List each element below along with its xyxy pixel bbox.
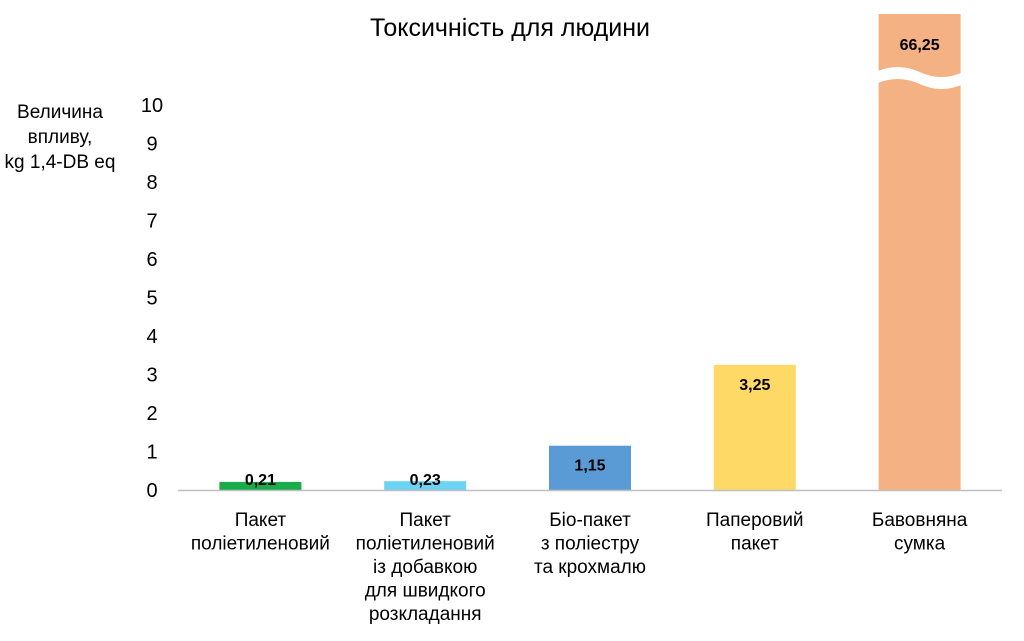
y-tick-label: 3 xyxy=(146,365,157,387)
data-label: 66,25 xyxy=(900,37,940,54)
y-axis-label-line: Величина xyxy=(17,102,103,123)
x-tick-label-line: сумка xyxy=(894,534,946,555)
x-tick-label-line: із добавкою xyxy=(373,557,477,578)
x-tick-label-line: поліетиленовий xyxy=(191,534,330,555)
chart-title: Токсичність для людини xyxy=(370,14,650,42)
x-tick-label-line: Біо-пакет xyxy=(549,510,631,531)
y-axis-label-line: kg 1,4-DB eq xyxy=(4,152,116,173)
x-tick-label: Пакет поліетиленовий із добавкою для швидко… xyxy=(356,510,495,625)
x-tick-label-line: з поліестру xyxy=(541,534,640,555)
bar xyxy=(713,364,796,490)
x-tick-label-line: для швидкого xyxy=(365,581,486,602)
x-tick-label-line: Бавовняна xyxy=(872,510,968,531)
bar xyxy=(219,481,302,490)
axis-break-mark xyxy=(875,67,964,89)
data-label: 3,25 xyxy=(739,377,770,394)
data-label: 0,21 xyxy=(245,472,276,489)
y-axis-label-line: впливу, xyxy=(27,127,93,148)
bar xyxy=(384,481,467,490)
data-label: 0,23 xyxy=(410,472,441,489)
y-axis-label: Величина впливу, kg 1,4-DB eq xyxy=(0,100,120,175)
y-tick-label: 8 xyxy=(146,172,157,194)
x-tick-label-line: пакет xyxy=(731,534,779,555)
bar xyxy=(549,445,631,490)
y-tick-label: 4 xyxy=(146,326,157,348)
x-tick-label-line: розкладання xyxy=(369,604,482,625)
y-tick-label: 7 xyxy=(146,211,157,233)
x-tick-label-line: та крохмалю xyxy=(534,557,646,578)
x-tick-label-line: Паперовий xyxy=(706,510,804,531)
x-tick-label: Біо-пакет з поліестру та крохмалю xyxy=(534,510,646,578)
y-tick-label: 1 xyxy=(146,442,157,464)
x-tick-label: Паперовий пакет xyxy=(706,510,804,555)
data-label: 1,15 xyxy=(574,458,605,475)
y-tick-label: 2 xyxy=(146,403,157,425)
x-tick-label-line: Пакет xyxy=(400,510,452,531)
x-tick-label: Пакет поліетиленовий xyxy=(191,510,330,555)
y-tick-label: 0 xyxy=(146,480,157,502)
y-tick-label: 5 xyxy=(146,288,157,310)
y-tick-label: 9 xyxy=(146,134,157,156)
x-tick-label-line: Пакет xyxy=(235,510,287,531)
y-tick-label: 10 xyxy=(141,95,163,117)
x-tick-label: Бавовняна сумка xyxy=(872,510,968,555)
y-tick-label: 6 xyxy=(146,249,157,271)
bar xyxy=(878,14,961,490)
x-tick-label-line: поліетиленовий xyxy=(356,534,495,555)
